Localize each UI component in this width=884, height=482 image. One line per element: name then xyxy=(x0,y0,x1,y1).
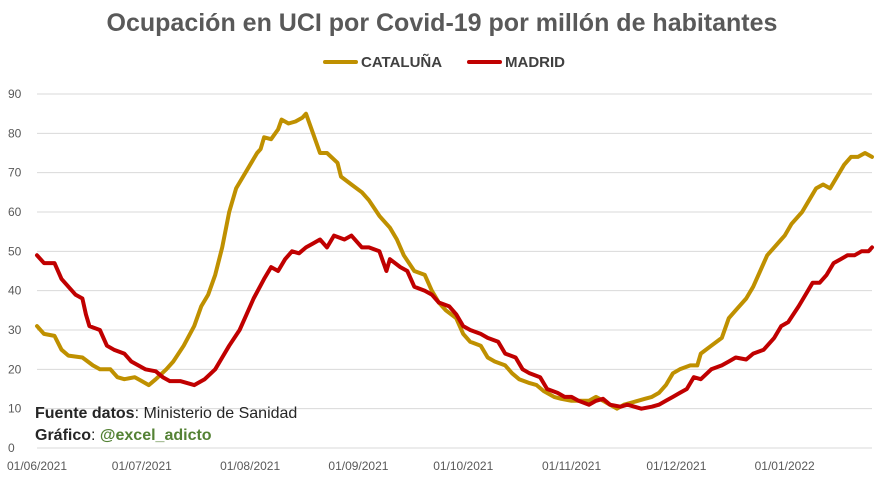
legend-label-catalu-a: CATALUÑA xyxy=(361,53,442,71)
credit-label: Gráfico xyxy=(35,427,91,444)
y-tick-label: 50 xyxy=(8,244,22,258)
source-label: Fuente datos xyxy=(35,405,135,422)
source-value: Ministerio de Sanidad xyxy=(143,405,297,422)
x-tick-label: 01/09/2021 xyxy=(328,459,388,473)
y-tick-label: 20 xyxy=(8,362,22,376)
gridlines xyxy=(37,93,872,449)
y-tick-label: 40 xyxy=(8,284,22,298)
x-tick-label: 01/01/2022 xyxy=(755,459,815,473)
y-tick-label: 0 xyxy=(8,441,15,455)
y-tick-label: 70 xyxy=(8,166,22,180)
credit-note: Gráfico: @excel_adicto xyxy=(35,427,212,444)
series-group xyxy=(35,111,874,411)
chart-title: Ocupación en UCI por Covid-19 por millón… xyxy=(107,9,778,37)
y-tick-label: 60 xyxy=(8,205,22,219)
y-tick-label: 90 xyxy=(8,87,22,101)
x-tick-label: 01/08/2021 xyxy=(220,459,280,473)
x-axis: 01/06/2021 01/07/2021 01/08/2021 01/09/2021… xyxy=(7,459,815,473)
source-separator: : xyxy=(135,405,144,422)
legend-label-madrid: MADRID xyxy=(505,54,565,71)
credit-handle[interactable]: @excel_adicto xyxy=(100,427,212,444)
series-line-catalu-a xyxy=(35,111,874,411)
y-tick-label: 10 xyxy=(8,402,22,416)
x-tick-label: 01/10/2021 xyxy=(433,459,493,473)
series-line-madrid xyxy=(35,233,874,411)
x-tick-label: 01/06/2021 xyxy=(7,459,67,473)
x-tick-label: 01/07/2021 xyxy=(112,459,172,473)
y-axis: 0 10 20 30 40 50 60 70 80 90 xyxy=(8,87,22,455)
source-note: Fuente datos: Ministerio de Sanidad xyxy=(35,405,297,422)
y-tick-label: 30 xyxy=(8,323,22,337)
credit-separator: : xyxy=(91,427,100,444)
y-tick-label: 80 xyxy=(8,126,22,140)
x-tick-label: 01/12/2021 xyxy=(646,459,706,473)
x-tick-label: 01/11/2021 xyxy=(542,459,601,473)
legend: CATALUÑA MADRID xyxy=(323,53,565,71)
